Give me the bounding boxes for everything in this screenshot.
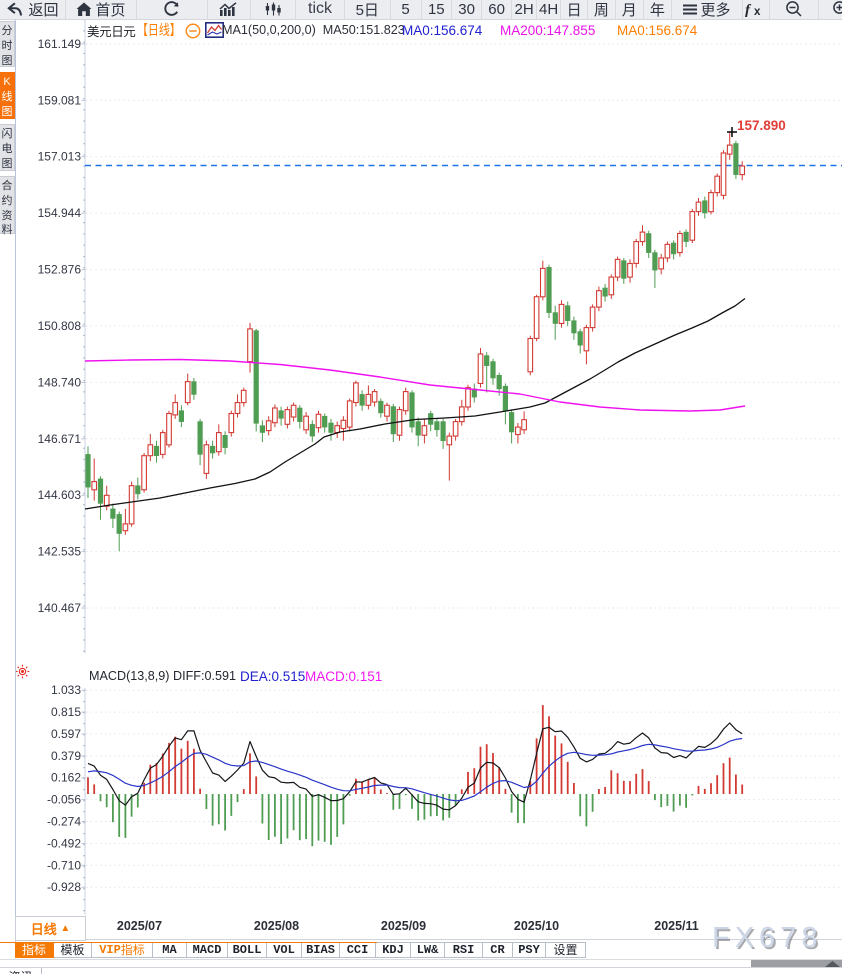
- svg-text:-0.710: -0.710: [47, 858, 81, 872]
- svg-text:1.033: 1.033: [51, 683, 81, 697]
- svg-text:142.535: 142.535: [38, 545, 82, 559]
- svg-text:-0.056: -0.056: [47, 793, 81, 807]
- svg-text:157.890: 157.890: [737, 118, 786, 133]
- svg-text:0.597: 0.597: [51, 727, 81, 741]
- svg-text:150.808: 150.808: [38, 319, 82, 333]
- svg-text:148.740: 148.740: [38, 375, 82, 389]
- svg-text:0.815: 0.815: [51, 705, 81, 719]
- svg-text:159.081: 159.081: [38, 93, 82, 107]
- svg-text:161.149: 161.149: [38, 37, 82, 51]
- svg-text:152.876: 152.876: [38, 263, 82, 277]
- svg-text:0.379: 0.379: [51, 749, 81, 763]
- svg-text:0.162: 0.162: [51, 771, 81, 785]
- svg-text:154.944: 154.944: [38, 206, 82, 220]
- svg-text:-0.928: -0.928: [47, 880, 81, 894]
- svg-text:x: x: [754, 6, 761, 17]
- svg-text:140.467: 140.467: [38, 601, 82, 615]
- svg-text:146.671: 146.671: [38, 432, 82, 446]
- svg-text:-0.274: -0.274: [47, 815, 81, 829]
- svg-text:-0.492: -0.492: [47, 836, 81, 850]
- svg-text:157.013: 157.013: [38, 150, 82, 164]
- svg-text:f: f: [745, 2, 752, 17]
- svg-text:144.603: 144.603: [38, 488, 82, 502]
